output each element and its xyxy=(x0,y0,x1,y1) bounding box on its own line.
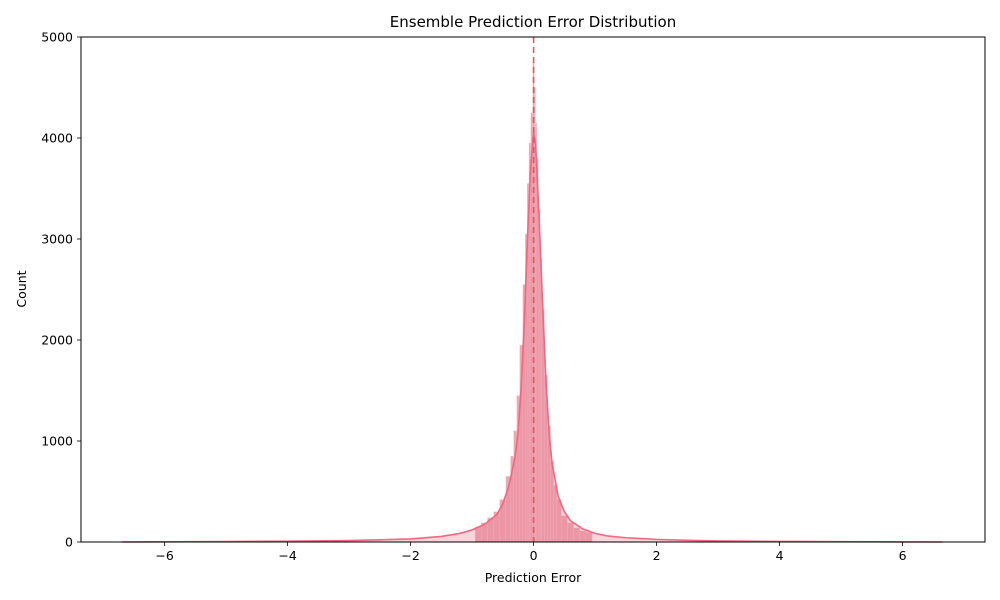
x-tick-label: 2 xyxy=(653,548,661,563)
y-axis-title: Count xyxy=(14,270,29,307)
x-tick-label: 6 xyxy=(899,548,907,563)
histogram-bars xyxy=(474,62,593,543)
y-tick-label: 3000 xyxy=(41,232,73,247)
x-axis-title: Prediction Error xyxy=(485,570,582,585)
y-tick-label: 1000 xyxy=(41,434,73,449)
y-tick-label: 4000 xyxy=(41,131,73,146)
x-tick-label: −2 xyxy=(401,548,419,563)
kde-curve xyxy=(121,132,943,543)
chart-title: Ensemble Prediction Error Distribution xyxy=(390,13,676,31)
kde-fill xyxy=(121,132,943,542)
plot-frame xyxy=(80,36,986,543)
x-tick-label: 0 xyxy=(530,548,538,563)
y-tick-label: 2000 xyxy=(41,333,73,348)
x-tick-label: −6 xyxy=(155,548,173,563)
x-tick-label: −4 xyxy=(278,548,296,563)
y-tick-label: 5000 xyxy=(41,30,73,45)
x-tick-label: 4 xyxy=(776,548,784,563)
y-tick-label: 0 xyxy=(65,535,73,550)
x-axis: −6 −4 −2 0 2 4 6 xyxy=(155,542,907,563)
plot-area xyxy=(80,36,986,543)
y-axis: 0 1000 2000 3000 4000 5000 xyxy=(41,30,81,550)
